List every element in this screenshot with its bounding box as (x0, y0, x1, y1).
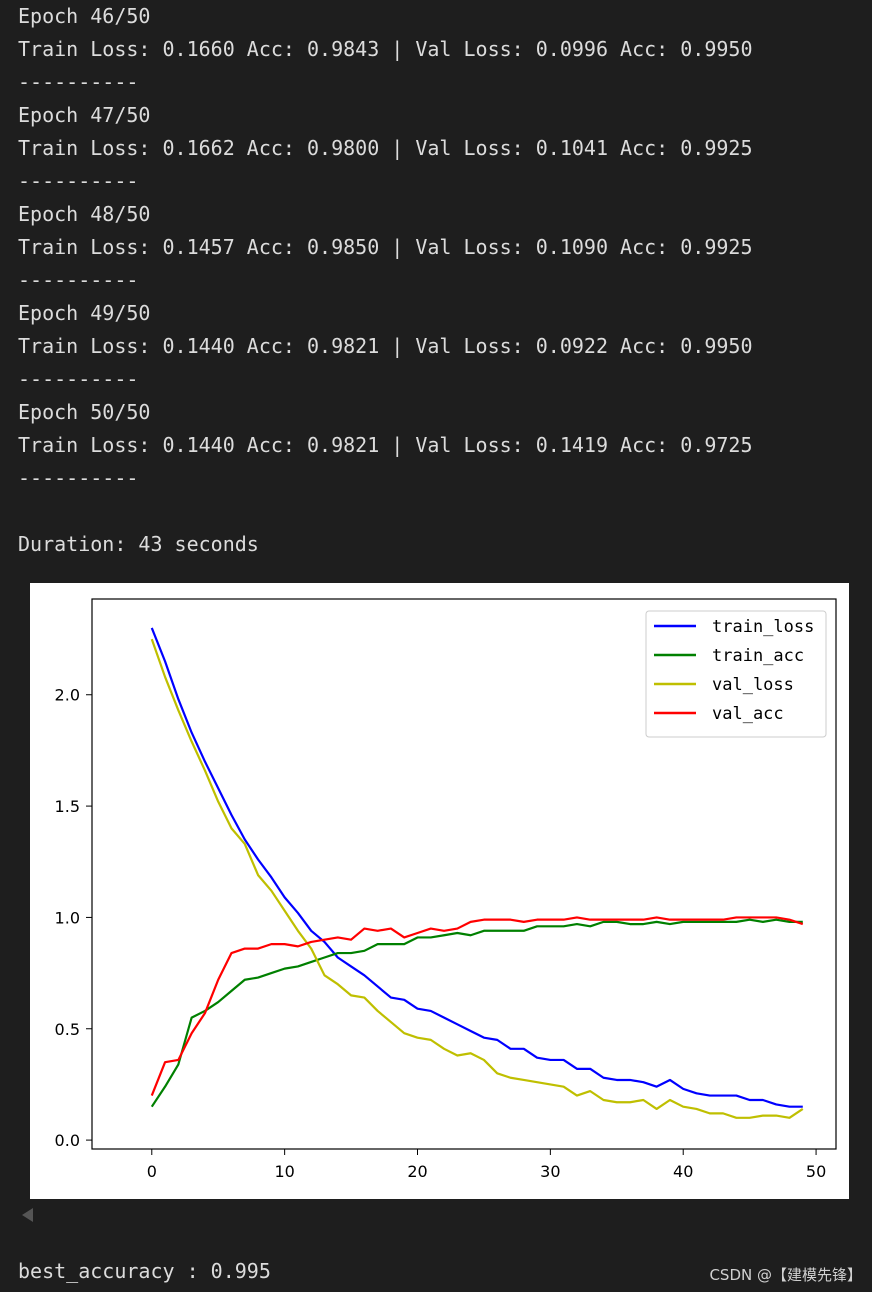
epoch-header: Epoch 48/50 (18, 202, 151, 226)
x-tick-label: 50 (806, 1162, 826, 1181)
x-tick-label: 10 (274, 1162, 294, 1181)
y-tick-label: 1.0 (55, 908, 80, 927)
training-log: Epoch 46/50 Train Loss: 0.1660 Acc: 0.984… (18, 0, 858, 561)
series-line-val-acc (150, 916, 804, 1096)
x-tick-label: 40 (673, 1162, 693, 1181)
metrics-line: Train Loss: 0.1440 Acc: 0.9821 | Val Los… (18, 334, 753, 358)
plot-area-frame (91, 598, 837, 1150)
best-accuracy-output: best_accuracy : 0.995 (18, 1259, 271, 1283)
metrics-line: Train Loss: 0.1662 Acc: 0.9800 | Val Los… (18, 136, 753, 160)
duration-line: Duration: 43 seconds (18, 532, 259, 556)
separator-line: ---------- (18, 268, 139, 292)
metrics-line: Train Loss: 0.1457 Acc: 0.9850 | Val Los… (18, 235, 753, 259)
x-tick-label: 20 (407, 1162, 427, 1181)
series-line-train-loss (150, 627, 803, 1108)
legend-label-val-loss: val_loss (712, 675, 794, 695)
legend-label-train-acc: train_acc (712, 646, 804, 666)
separator-line: ---------- (18, 169, 139, 193)
x-tick-label: 30 (540, 1162, 560, 1181)
watermark-text: CSDN @【建模先锋】 (709, 1266, 862, 1284)
legend-box (645, 610, 827, 738)
metrics-line: Train Loss: 0.1660 Acc: 0.9843 | Val Los… (18, 37, 753, 61)
epoch-header: Epoch 49/50 (18, 301, 151, 325)
metrics-line: Train Loss: 0.1440 Acc: 0.9821 | Val Los… (18, 433, 753, 457)
epoch-header: Epoch 47/50 (18, 103, 151, 127)
legend-label-val-acc: val_acc (712, 704, 784, 724)
x-tick-label: 0 (147, 1162, 157, 1181)
separator-line: ---------- (18, 70, 139, 94)
epoch-header: Epoch 46/50 (18, 4, 151, 28)
blank-line (18, 495, 858, 528)
series-line-train-acc (150, 918, 803, 1108)
series-line-val-loss (150, 638, 804, 1119)
y-tick-label: 0.5 (55, 1020, 80, 1039)
y-tick-label: 2.0 (55, 686, 80, 705)
y-tick-label: 1.5 (55, 797, 80, 816)
line-chart: 0 10 20 30 40 50 0.0 0.5 1.0 1.5 2.0 train_losstrai… (55, 598, 837, 1181)
separator-line: ---------- (18, 367, 139, 391)
legend-label-train-loss: train_loss (712, 617, 814, 637)
separator-line: ---------- (18, 466, 139, 490)
epoch-header: Epoch 50/50 (18, 400, 151, 424)
y-tick-label: 0.0 (55, 1131, 80, 1150)
scroll-left-icon[interactable] (22, 1208, 33, 1222)
